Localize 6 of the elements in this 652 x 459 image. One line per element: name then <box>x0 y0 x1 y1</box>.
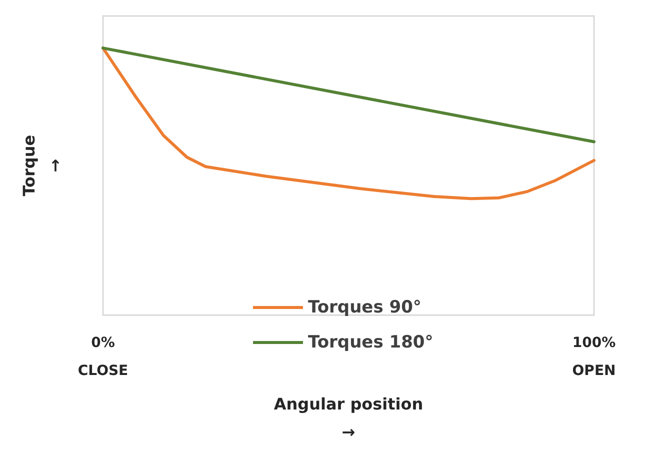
legend-label: Torques 90° <box>308 298 422 318</box>
y-axis-title: Torque → <box>20 134 64 196</box>
x-tick-label: 0% CLOSE <box>78 335 128 380</box>
legend-label: Torques 180° <box>308 332 434 352</box>
x-axis-title: Angular position → <box>274 394 424 442</box>
x-tick-label: 100% OPEN <box>572 335 616 380</box>
